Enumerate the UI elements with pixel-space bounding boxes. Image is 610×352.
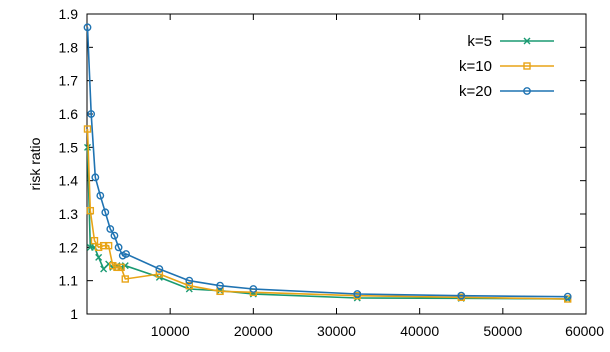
- legend-label: k=5: [467, 33, 492, 50]
- marker-stroke: [564, 295, 572, 303]
- y-tick-label: 1.8: [59, 39, 79, 55]
- series-line: [86, 27, 568, 298]
- data-point: [121, 275, 129, 283]
- data-point: [90, 236, 99, 245]
- data-point: [83, 23, 92, 32]
- data-point: [117, 263, 125, 272]
- marker-stroke: [523, 37, 531, 45]
- series-k-5: [84, 143, 572, 303]
- legend-marker: [523, 87, 531, 95]
- x-tick-label: 10000: [151, 323, 190, 339]
- data-point: [106, 225, 115, 233]
- y-tick-label: 1.7: [59, 73, 79, 89]
- data-point: [216, 281, 224, 290]
- y-tick-label: 1.4: [59, 173, 79, 189]
- legend: k=5 k=10 k=20: [459, 33, 554, 100]
- x-tick-label: 50000: [483, 323, 522, 339]
- data-point: [457, 291, 466, 300]
- series-k-10: [83, 125, 572, 303]
- y-tick-label: 1: [70, 306, 78, 322]
- x-tick-label: 30000: [317, 323, 356, 339]
- plot-frame: [86, 13, 587, 315]
- data-point: [185, 281, 193, 290]
- data-point: [353, 290, 362, 298]
- legend-label: k=10: [459, 58, 492, 75]
- y-axis-label: risk ratio: [27, 137, 43, 190]
- y-tick-label: 1.6: [59, 106, 79, 122]
- data-point: [249, 285, 258, 293]
- y-tick-label: 1.9: [59, 6, 79, 22]
- data-point: [95, 253, 103, 261]
- data-point: [185, 276, 194, 285]
- legend-marker: [523, 37, 531, 45]
- data-point: [113, 263, 121, 272]
- legend-marker: [523, 62, 531, 70]
- marker-stroke: [121, 262, 129, 270]
- data-point: [96, 191, 105, 200]
- data-point: [104, 241, 113, 250]
- data-point: [155, 270, 164, 278]
- x-tick-label: 20000: [234, 323, 273, 339]
- y-tick-label: 1.5: [59, 139, 79, 155]
- series-line: [86, 128, 568, 300]
- y-tick-label: 1.1: [59, 273, 79, 289]
- data-point: [109, 261, 117, 270]
- data-point: [110, 231, 119, 240]
- data-point: [87, 110, 96, 118]
- series-layer: [83, 23, 572, 303]
- y-tick-label: 1.2: [59, 239, 79, 255]
- data-point: [114, 243, 123, 252]
- legend-label: k=20: [459, 83, 492, 100]
- series-k-20: [83, 23, 572, 301]
- data-point: [86, 206, 95, 215]
- axis-ticks: 1 1.1 1.2 1.3 1.4 1.5 1.6 1.7 1.8 1.9 10000 20000 30…: [59, 6, 605, 339]
- data-point: [155, 265, 164, 273]
- data-point: [563, 292, 572, 301]
- data-point: [122, 250, 130, 258]
- marker-stroke: [95, 253, 103, 261]
- y-tick-label: 1.3: [59, 206, 79, 222]
- data-point: [83, 125, 92, 133]
- data-point: [94, 243, 103, 252]
- data-point: [91, 173, 100, 182]
- data-point: [101, 208, 110, 217]
- x-tick-label: 40000: [400, 323, 439, 339]
- data-point: [99, 241, 108, 250]
- x-tick-label: 60000: [565, 323, 604, 339]
